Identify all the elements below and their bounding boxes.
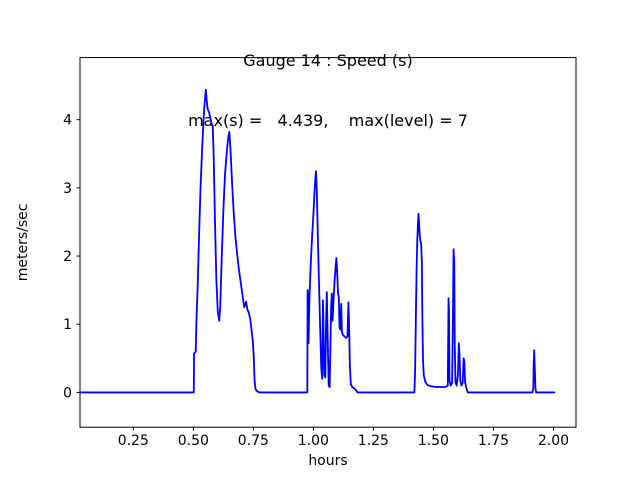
axes-frame [79,57,577,428]
y-tick-label: 3 [63,181,72,197]
x-tick-label: 0.25 [118,433,149,449]
x-tick-label: 1.75 [478,433,509,449]
chart-title-line1: Gauge 14 : Speed (s) [243,51,413,70]
chart-title-line2: max(s) = 4.439, max(level) = 7 [188,111,468,130]
chart-title: Gauge 14 : Speed (s) max(s) = 4.439, max… [80,11,576,171]
x-tick-label: 0.75 [238,433,269,449]
x-tick-label: 1.25 [358,433,389,449]
x-tick-label: 1.00 [298,433,329,449]
x-tick-label: 0.50 [178,433,209,449]
x-tick-label: 1.50 [418,433,449,449]
y-tick-label: 1 [63,317,72,333]
x-tick-label: 2.00 [538,433,569,449]
y-tick-label: 2 [63,249,72,265]
y-tick-label: 0 [63,385,72,401]
speed-line-series [79,88,556,394]
y-axis-label: meters/sec [15,204,31,282]
y-tick-label: 4 [63,113,72,129]
x-axis-label: hours [308,453,347,469]
